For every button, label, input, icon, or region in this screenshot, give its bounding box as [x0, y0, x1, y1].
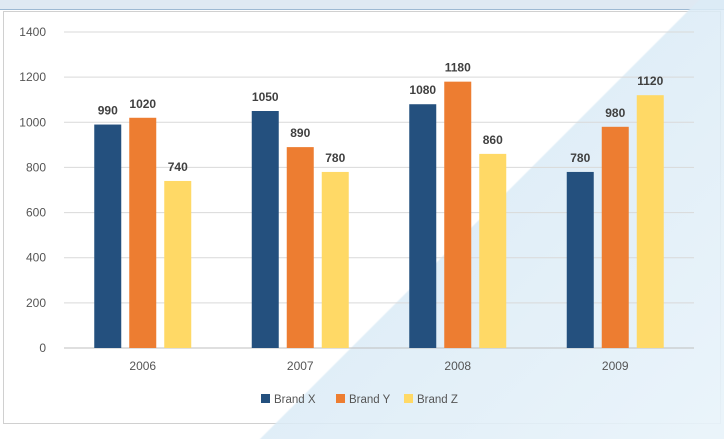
- value-labels: 990 1020 740 1050 890 780 1080 1180 860 780 980 112…: [98, 61, 664, 174]
- legend: Brand X Brand Y Brand Z: [261, 394, 458, 406]
- bar-brand-z-2007: [321, 171, 349, 348]
- y-tick-label: 0: [39, 341, 46, 355]
- legend-swatch-brand-y: [336, 394, 345, 403]
- value-label: 1080: [409, 83, 436, 97]
- y-tick-label: 600: [26, 206, 46, 220]
- bar-brand-x-2008: [409, 104, 437, 348]
- value-label: 1180: [445, 61, 471, 75]
- value-label: 740: [168, 160, 188, 174]
- gridlines: [64, 31, 694, 349]
- value-label: 890: [290, 126, 310, 140]
- value-label: 860: [483, 133, 503, 147]
- bar-brand-z-2009: [636, 95, 664, 348]
- bars: [94, 81, 664, 349]
- value-label: 1050: [252, 90, 279, 104]
- y-tick-label: 800: [26, 160, 46, 174]
- legend-label: Brand Z: [417, 394, 458, 406]
- bar-brand-y-2008: [444, 81, 472, 349]
- x-axis-ticks: 2006 2007 2008 2009: [129, 359, 629, 373]
- bar-brand-y-2009: [601, 126, 629, 348]
- x-tick-label: 2006: [129, 359, 156, 373]
- value-label: 1120: [637, 74, 663, 88]
- legend-swatch-brand-z: [404, 394, 413, 403]
- bar-brand-z-2008: [479, 153, 507, 348]
- y-tick-label: 1400: [19, 25, 46, 39]
- legend-swatch-brand-x: [261, 394, 270, 403]
- bar-brand-y-2007: [286, 147, 314, 348]
- x-tick-label: 2007: [287, 359, 314, 373]
- y-axis-ticks: 0 200 400 600 800 1000 1200 1400: [19, 25, 46, 355]
- legend-label: Brand Y: [349, 394, 391, 406]
- y-tick-label: 1200: [19, 70, 46, 84]
- x-tick-label: 2009: [602, 359, 629, 373]
- bar-brand-y-2006: [129, 117, 157, 349]
- legend-label: Brand X: [274, 394, 316, 406]
- y-tick-label: 1000: [19, 115, 46, 129]
- x-tick-label: 2008: [444, 359, 471, 373]
- value-label: 990: [98, 104, 118, 118]
- value-label: 980: [605, 106, 625, 120]
- bar-brand-z-2006: [164, 180, 192, 348]
- bar-brand-x-2007: [251, 111, 279, 348]
- bar-brand-x-2006: [94, 124, 122, 349]
- bar-brand-x-2009: [566, 171, 594, 348]
- value-label: 780: [570, 151, 590, 165]
- y-tick-label: 200: [26, 296, 46, 310]
- value-label: 1020: [129, 97, 156, 111]
- value-label: 780: [325, 151, 345, 165]
- y-tick-label: 400: [26, 251, 46, 265]
